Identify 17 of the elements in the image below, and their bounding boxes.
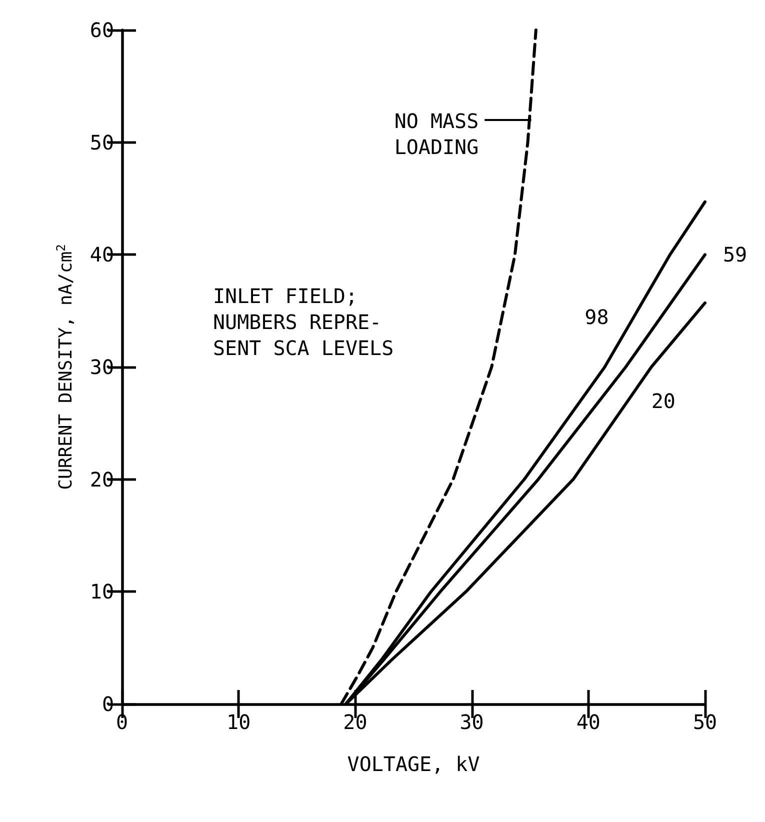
series-label: 98 xyxy=(584,305,609,329)
annotation: NO MASS LOADING xyxy=(394,108,479,159)
y-tick-label: 50 xyxy=(90,130,114,154)
y-tick-label: 60 xyxy=(90,18,114,42)
y-tick-label: 30 xyxy=(90,355,114,379)
annotation: INLET FIELD; NUMBERS REPRE- SENT SCA LEVELS xyxy=(213,284,394,360)
x-tick-label: 30 xyxy=(460,710,484,734)
y-tick-label: 40 xyxy=(90,242,114,267)
x-tick-label: 40 xyxy=(576,710,600,734)
series-label: 20 xyxy=(651,389,676,413)
x-tick-label: 20 xyxy=(343,710,368,734)
y-axis-title: CURRENT DENSITY, nA/cm2 xyxy=(54,244,76,490)
x-tick-label: 50 xyxy=(692,710,718,734)
x-tick-label: 10 xyxy=(226,710,251,734)
series-label: 59 xyxy=(722,242,748,267)
x-axis-title: VOLTAGE, kV xyxy=(347,752,480,776)
y-tick-label: 20 xyxy=(90,467,114,492)
